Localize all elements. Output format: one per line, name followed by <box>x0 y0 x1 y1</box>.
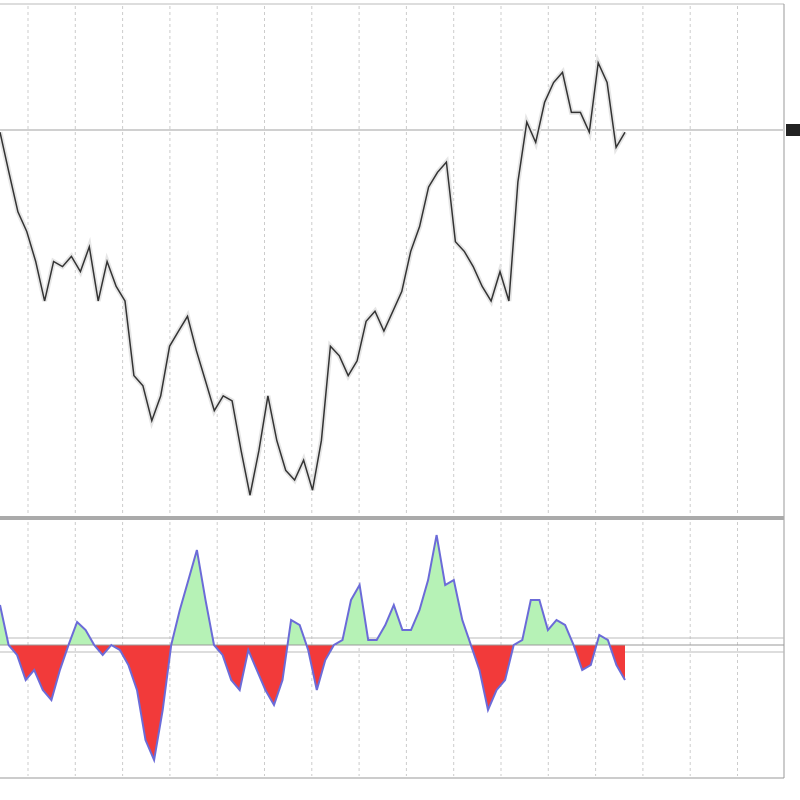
negative-area <box>0 645 625 760</box>
oscillator-line <box>0 534 626 764</box>
current-price-marker <box>786 124 800 136</box>
vertical-grid <box>27 6 738 776</box>
positive-area <box>0 535 625 645</box>
price-line <box>0 60 626 496</box>
